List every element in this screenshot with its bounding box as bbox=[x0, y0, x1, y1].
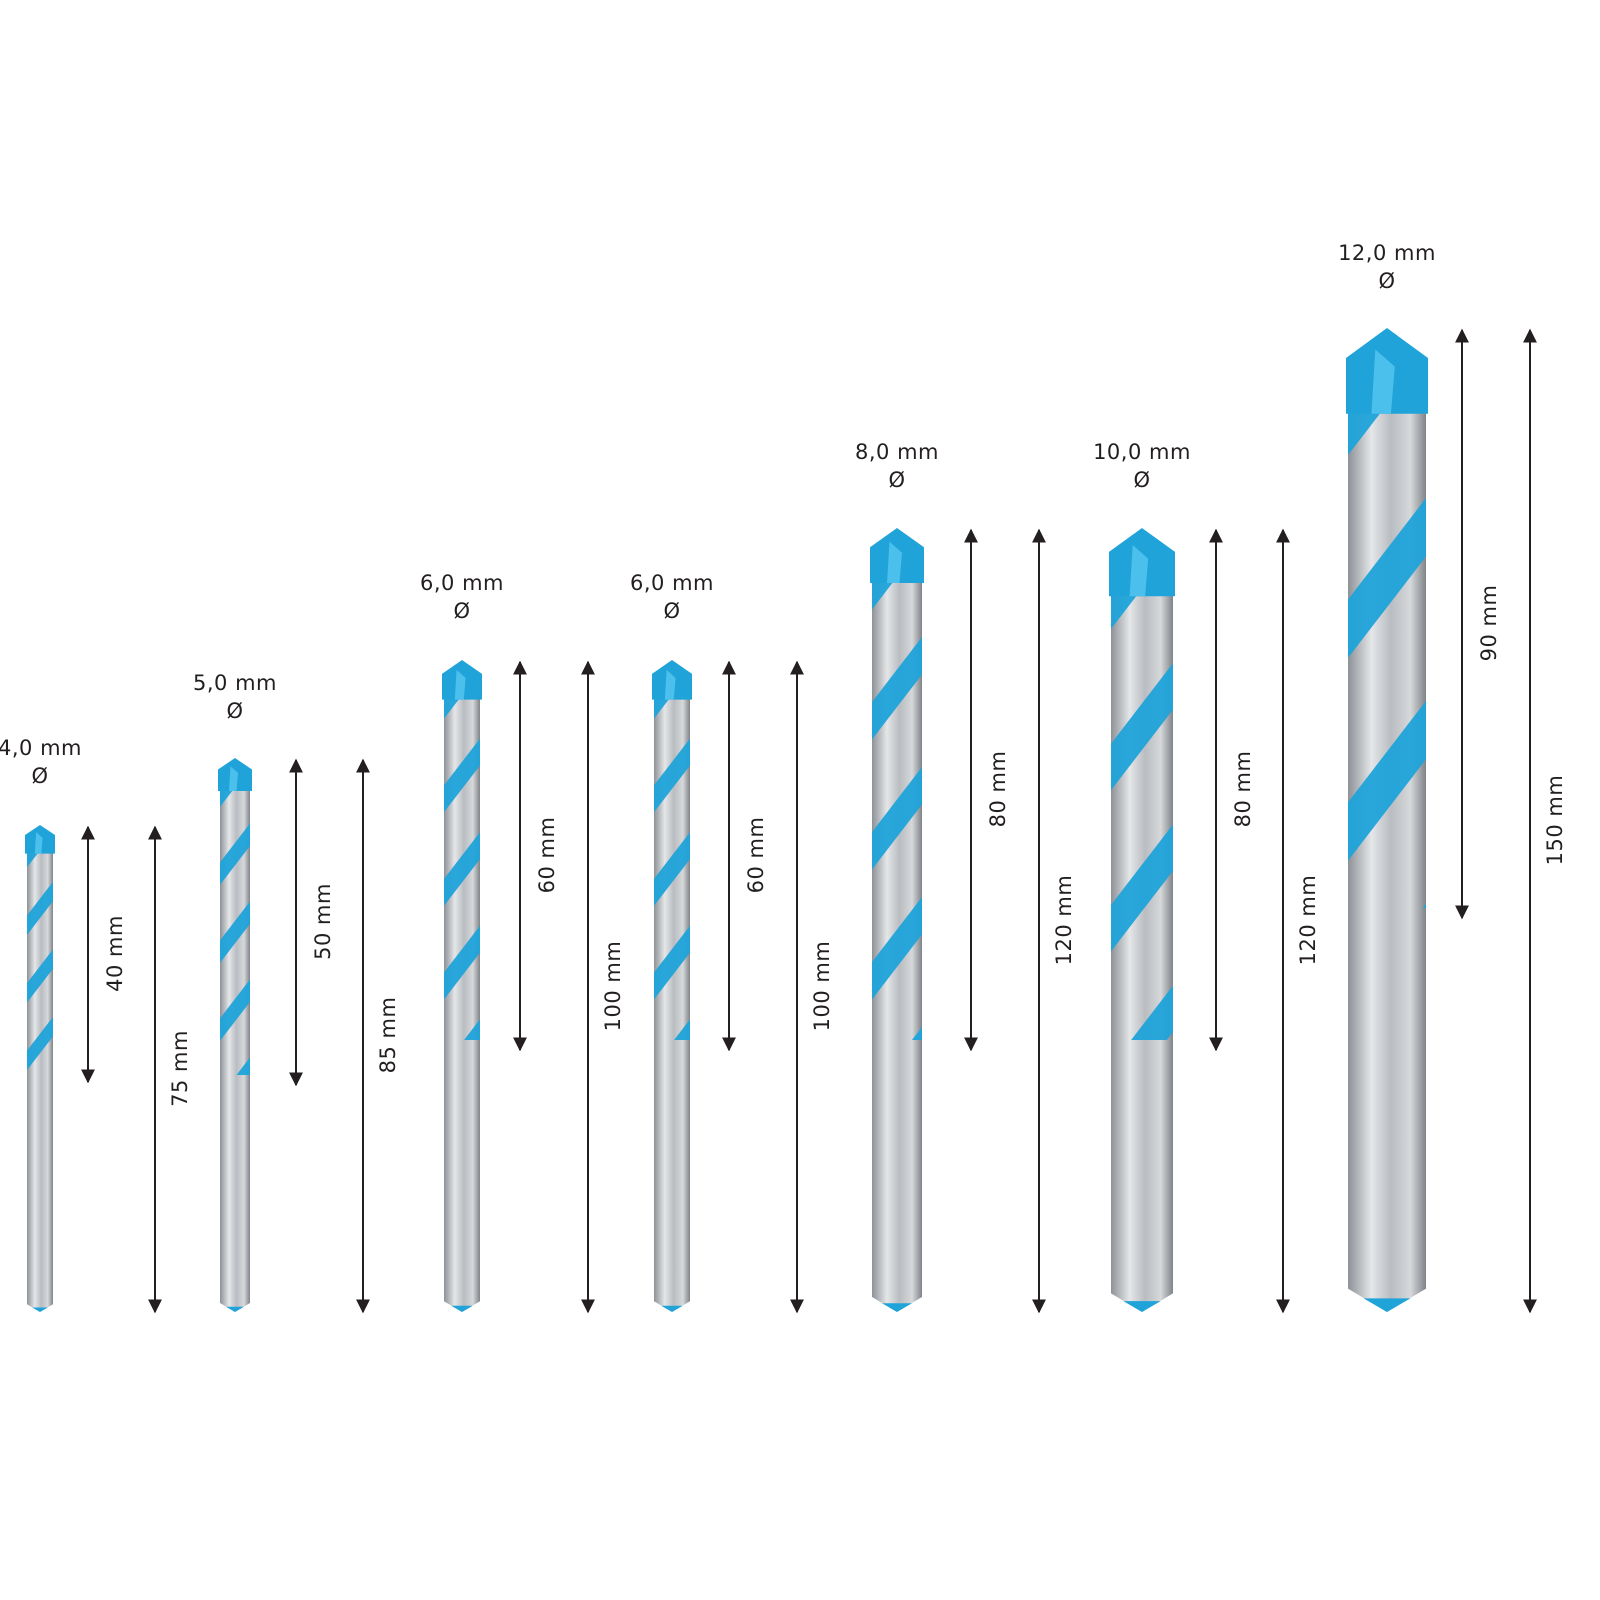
drill-end bbox=[451, 1305, 473, 1312]
tip-facet bbox=[454, 669, 466, 700]
drill-bit bbox=[218, 758, 252, 1312]
total-length-label: 75 mm bbox=[168, 1030, 192, 1107]
working-length-label: 40 mm bbox=[103, 915, 127, 992]
diameter-label: 6,0 mm bbox=[630, 571, 714, 595]
tip-facet bbox=[664, 669, 676, 700]
diameter-symbol: Ø bbox=[453, 599, 470, 623]
flute-stripe bbox=[27, 881, 53, 935]
flute-stripe bbox=[1348, 700, 1426, 861]
flute-stripe bbox=[1348, 498, 1426, 658]
flute-stripe bbox=[674, 1019, 690, 1040]
total-length-label: 120 mm bbox=[1296, 875, 1320, 966]
drill-end bbox=[661, 1305, 683, 1312]
diameter-label: 4,0 mm bbox=[0, 736, 82, 760]
drill-bit bbox=[442, 660, 482, 1312]
drill-end bbox=[226, 1306, 244, 1312]
flute-stripe bbox=[654, 832, 690, 906]
working-length-label: 80 mm bbox=[1231, 751, 1255, 828]
working-length-label: 90 mm bbox=[1477, 585, 1501, 662]
diameter-label: 12,0 mm bbox=[1338, 241, 1436, 265]
flutes bbox=[444, 691, 480, 1040]
diameter-label: 10,0 mm bbox=[1093, 440, 1191, 464]
flute-stripe bbox=[464, 1019, 480, 1040]
drill-end bbox=[882, 1303, 912, 1312]
total-length-label: 100 mm bbox=[810, 941, 834, 1032]
diameter-symbol: Ø bbox=[888, 468, 905, 492]
flute-stripe bbox=[444, 832, 480, 906]
flute-stripe bbox=[1111, 824, 1173, 952]
flute-stripe bbox=[220, 901, 250, 963]
total-length-label: 85 mm bbox=[376, 997, 400, 1074]
flute-stripe bbox=[27, 949, 53, 1003]
flute-stripe bbox=[236, 1057, 250, 1076]
flute-stripe bbox=[654, 925, 690, 1000]
total-length-label: 100 mm bbox=[601, 941, 625, 1032]
tip-facet bbox=[887, 541, 902, 583]
drill-bit bbox=[1109, 528, 1175, 1312]
tip-facet bbox=[1371, 349, 1395, 414]
flute-stripe bbox=[1131, 985, 1173, 1040]
working-length-label: 80 mm bbox=[986, 751, 1010, 828]
total-length-label: 150 mm bbox=[1543, 775, 1567, 866]
diameter-symbol: Ø bbox=[663, 599, 680, 623]
drill-end bbox=[1123, 1301, 1161, 1312]
total-length-label: 120 mm bbox=[1052, 875, 1076, 966]
flute-stripe bbox=[654, 738, 690, 813]
tip-facet bbox=[1129, 545, 1149, 597]
working-length-label: 50 mm bbox=[311, 883, 335, 960]
flute-stripe bbox=[444, 925, 480, 1000]
drill-bit bbox=[1346, 328, 1428, 1312]
diameter-label: 6,0 mm bbox=[420, 571, 504, 595]
tip-facet bbox=[34, 832, 43, 854]
diameter-label: 5,0 mm bbox=[193, 671, 277, 695]
tip-facet bbox=[229, 766, 238, 791]
flute-stripe bbox=[1111, 663, 1173, 791]
flute-stripe bbox=[872, 897, 922, 1000]
diameter-symbol: Ø bbox=[1133, 468, 1150, 492]
flute-stripe bbox=[444, 738, 480, 813]
diameter-symbol: Ø bbox=[31, 764, 48, 788]
drill-bit bbox=[652, 660, 692, 1312]
working-length-label: 60 mm bbox=[535, 817, 559, 894]
drill-bit bbox=[870, 528, 924, 1312]
drill-bit bbox=[25, 825, 55, 1312]
drill-end bbox=[32, 1307, 48, 1312]
diameter-symbol: Ø bbox=[226, 699, 243, 723]
diameter-symbol: Ø bbox=[1378, 269, 1395, 293]
flute-stripe bbox=[1422, 903, 1426, 908]
flute-stripe bbox=[220, 823, 250, 885]
drill-end bbox=[1363, 1298, 1411, 1312]
flutes bbox=[654, 691, 690, 1040]
flute-stripe bbox=[872, 637, 922, 740]
flute-stripe bbox=[872, 767, 922, 870]
working-length-label: 60 mm bbox=[744, 817, 768, 894]
flute-stripe bbox=[27, 1016, 53, 1071]
flute-stripe bbox=[220, 979, 250, 1041]
flute-stripe bbox=[912, 1027, 922, 1040]
diameter-label: 8,0 mm bbox=[855, 440, 939, 464]
